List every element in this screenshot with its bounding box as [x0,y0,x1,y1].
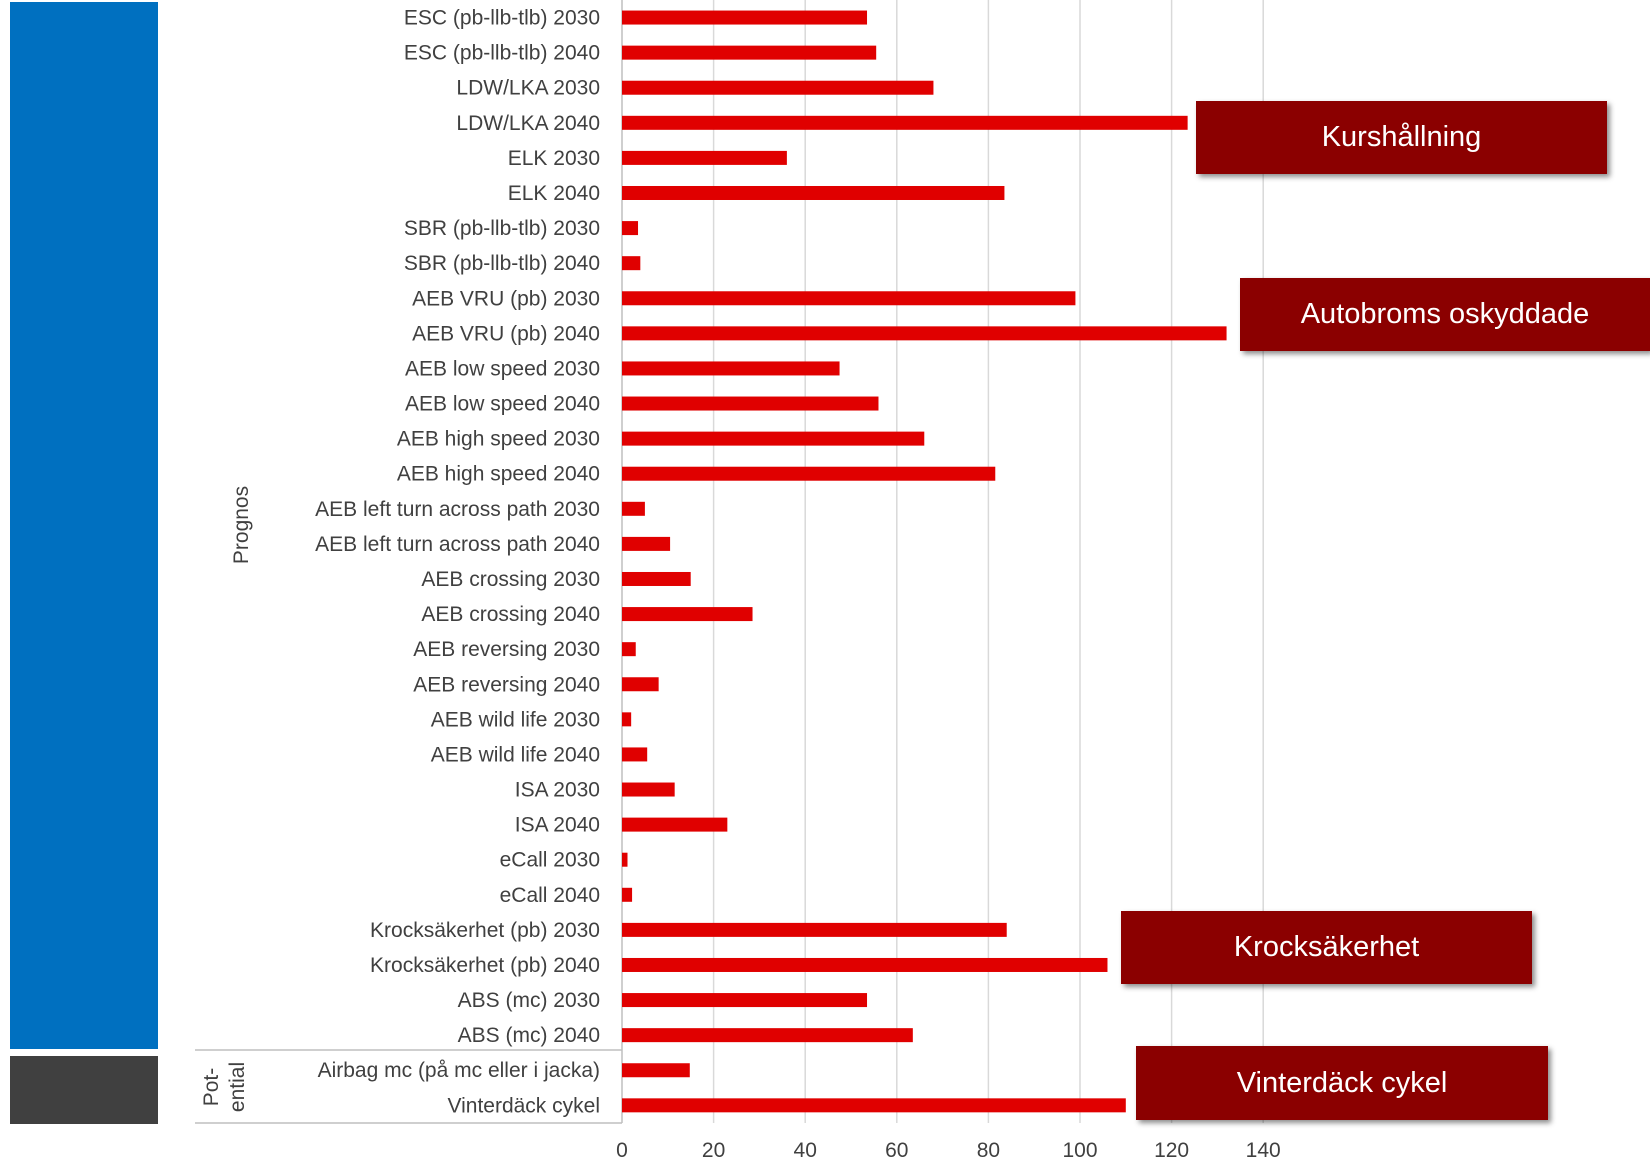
bar [622,536,671,551]
group-bar-potential [10,1056,158,1124]
group-label-potential-line2: ential [226,1062,249,1112]
bar [622,326,1227,341]
x-tick-labels: 0 20 40 60 80 100 120 140 [616,1139,1281,1162]
bar [622,922,1007,937]
bar [622,361,840,376]
category-label: ESC (pb-llb-tlb) 2030 [404,7,600,30]
category-label: AEB high speed 2030 [397,428,600,451]
category-label: AEB low speed 2040 [405,393,600,416]
bar [622,571,691,586]
category-label: AEB left turn across path 2030 [315,498,600,521]
category-label: ESC (pb-llb-tlb) 2040 [404,42,600,65]
x-tick-label: 0 [616,1139,628,1162]
x-tick-label: 20 [702,1139,725,1162]
bar [622,782,675,797]
bar [622,221,639,236]
bar [622,887,633,902]
callout-autobroms-oskyddade: Autobroms oskyddade [1240,278,1650,351]
bar [622,747,648,762]
bar [622,291,1076,306]
x-tick-label: 80 [977,1139,1000,1162]
category-label: ISA 2030 [515,779,600,802]
bar [622,712,632,727]
category-labels: ESC (pb-llb-tlb) 2030 ESC (pb-llb-tlb) 20… [315,7,600,1118]
category-label: ABS (mc) 2040 [458,1024,600,1047]
bar [622,817,728,832]
category-label: AEB left turn across path 2040 [315,533,600,556]
x-tick-label: 120 [1154,1139,1189,1162]
x-tick-label: 140 [1246,1139,1281,1162]
category-label: SBR (pb-llb-tlb) 2030 [404,217,600,240]
category-label: Krocksäkerhet (pb) 2030 [370,919,600,942]
category-label: AEB VRU (pb) 2030 [412,287,600,310]
category-label: ABS (mc) 2030 [458,989,600,1012]
bar [622,993,868,1008]
category-label: eCall 2030 [500,849,600,872]
category-label: LDW/LKA 2030 [456,77,600,100]
category-label: AEB VRU (pb) 2040 [412,322,600,345]
bar [622,1098,1126,1113]
group-label-prognos: Prognos [230,486,253,564]
bar [622,1028,913,1043]
bar [622,431,925,446]
category-label: AEB low speed 2030 [405,357,600,380]
bar [622,957,1108,972]
callout-vinterdack-cykel: Vinterdäck cykel [1136,1046,1548,1120]
category-label: AEB crossing 2030 [421,568,600,591]
category-label: AEB reversing 2040 [413,673,600,696]
category-label: Airbag mc (på mc eller i jacka) [318,1059,600,1082]
bar [622,150,787,165]
category-label: Vinterdäck cykel [447,1094,600,1117]
category-label: ISA 2040 [515,814,600,837]
bar [622,852,628,867]
category-label: AEB wild life 2030 [431,708,600,731]
category-label: Krocksäkerhet (pb) 2040 [370,954,600,977]
x-tick-label: 40 [794,1139,817,1162]
bar [622,1063,690,1078]
category-label: LDW/LKA 2040 [456,112,600,135]
category-label: ELK 2040 [508,182,600,205]
bars [622,10,1227,1113]
bar [622,115,1188,130]
category-label: ELK 2030 [508,147,600,170]
bar [622,185,1005,200]
bar [622,501,645,516]
category-label: AEB wild life 2040 [431,743,600,766]
group-bar-prognos [10,2,158,1049]
x-tick-label: 60 [885,1139,908,1162]
bar [622,396,879,411]
x-tick-label: 100 [1062,1139,1097,1162]
bar [622,466,996,481]
callout-kurshallning: Kurshållning [1196,101,1607,174]
bar [622,642,636,657]
category-label: AEB high speed 2040 [397,463,600,486]
bar [622,607,753,622]
bar [622,80,934,95]
category-label: eCall 2040 [500,884,600,907]
group-label-potential-line1: Pot- [200,1068,223,1107]
callout-krocksakerhet: Krocksäkerhet [1121,911,1532,984]
category-label: SBR (pb-llb-tlb) 2040 [404,252,600,275]
category-label: AEB crossing 2040 [421,603,600,626]
category-label: AEB reversing 2030 [413,638,600,661]
bar [622,10,868,25]
bar [622,256,641,271]
bar [622,677,659,692]
bar [622,45,877,60]
group-labels: Prognos Pot- ential [200,486,253,1112]
